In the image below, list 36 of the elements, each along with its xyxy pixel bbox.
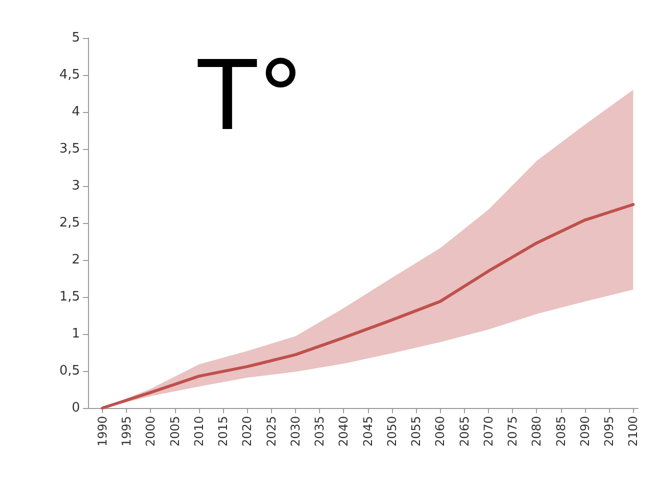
y-tick-label: 2 (72, 252, 80, 268)
x-tick-label: 2035 (312, 416, 327, 447)
y-tick-label: 5 (72, 30, 80, 46)
y-tick-label: 3,5 (59, 142, 80, 156)
x-tick-label: 2080 (530, 416, 544, 447)
y-tick-label: 3 (72, 178, 80, 194)
x-tick-label: 1995 (120, 416, 134, 447)
x-tick-label: 2025 (264, 416, 278, 447)
y-tick-label: 4,5 (59, 68, 80, 82)
x-tick-label: 2055 (409, 416, 424, 447)
y-tick-label: 4 (72, 104, 80, 120)
x-tick-label: 2060 (433, 416, 448, 447)
x-tick-label: 2095 (602, 416, 616, 447)
x-tick-label: 2090 (578, 416, 592, 447)
x-tick-label: 2065 (457, 416, 472, 447)
x-tick-label: 2050 (384, 416, 399, 447)
line-series (100, 203, 635, 410)
x-tick-label: 2000 (144, 416, 158, 447)
x-tick-label: 2040 (336, 416, 351, 447)
x-tick-label: 2015 (216, 416, 230, 447)
annotation: T° (197, 40, 305, 152)
y-tick-label: 0,5 (59, 364, 80, 378)
x-tick-label: 2100 (626, 416, 640, 447)
x-tick-label: 2005 (168, 416, 182, 447)
y-tick-label: 2,5 (59, 216, 80, 230)
y-tick-label: 0 (72, 400, 80, 416)
x-tick-label: 2030 (288, 416, 302, 447)
x-tick-label: 1990 (95, 416, 110, 447)
x-tick-label: 2020 (240, 416, 254, 447)
x-tick-label: 2010 (192, 416, 206, 447)
y-tick-label: 1,5 (59, 290, 80, 304)
x-tick-label: 2075 (506, 416, 520, 447)
x-tick-label: 2085 (554, 416, 568, 447)
y-tick-label: 1 (72, 326, 80, 342)
x-tick-label: 2045 (360, 416, 375, 447)
x-tick-label: 2070 (481, 416, 496, 447)
